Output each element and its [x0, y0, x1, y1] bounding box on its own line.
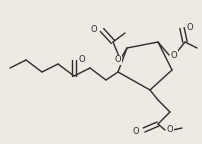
Text: O: O: [91, 24, 97, 34]
Text: O: O: [133, 127, 139, 137]
Text: O: O: [79, 54, 85, 64]
Text: O: O: [115, 55, 121, 65]
Text: O: O: [167, 126, 173, 134]
Text: O: O: [171, 51, 177, 59]
Text: O: O: [187, 22, 193, 32]
